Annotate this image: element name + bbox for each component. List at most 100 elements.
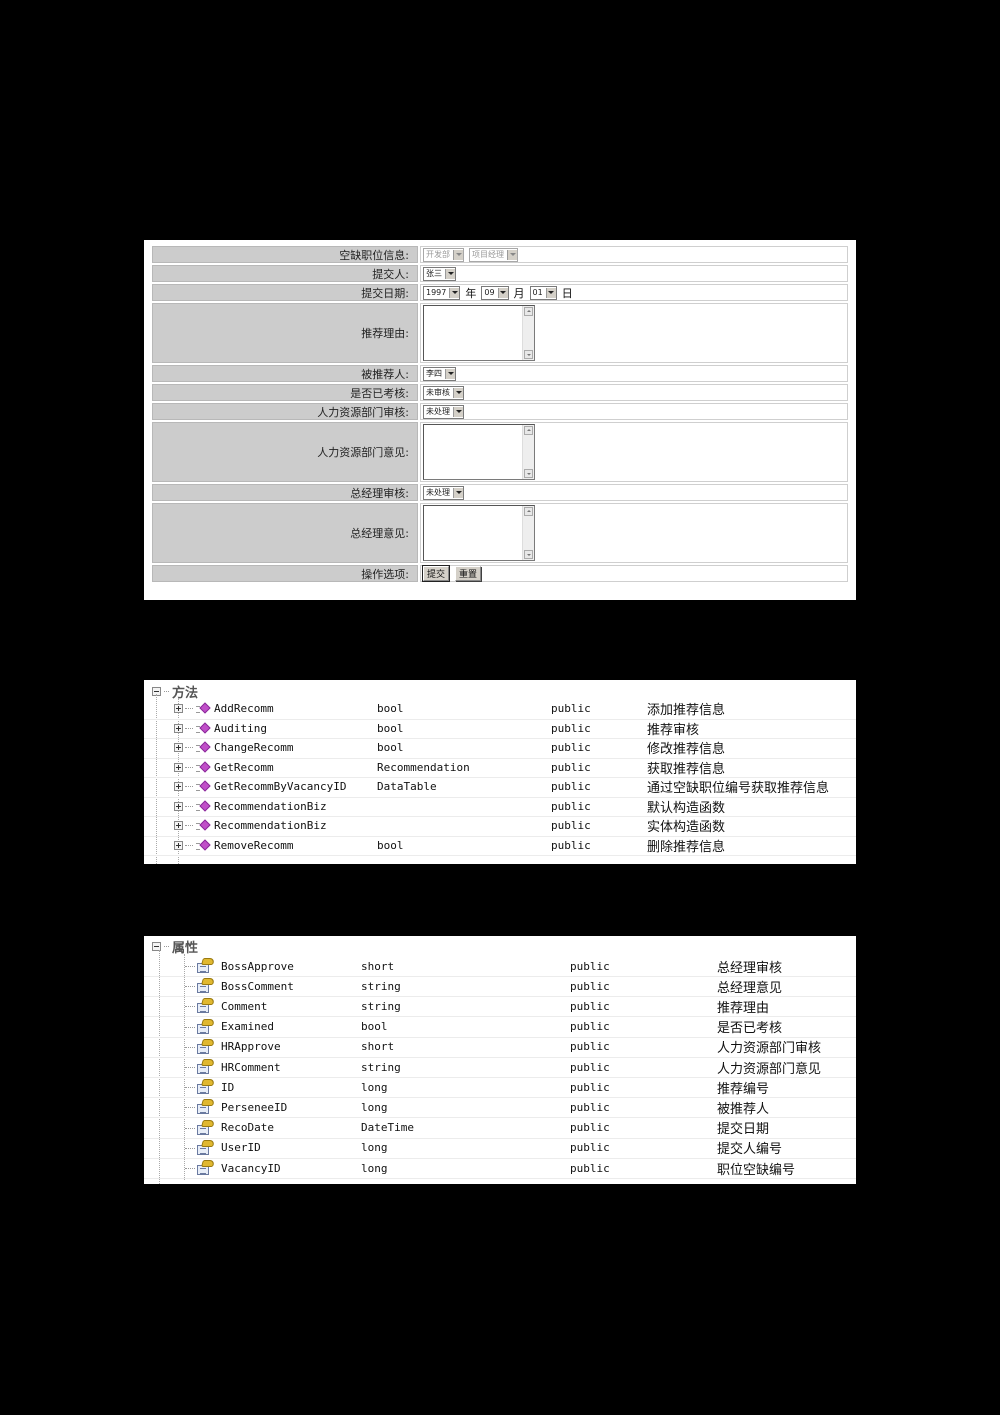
property-access: public (570, 1141, 610, 1155)
expand-icon[interactable] (174, 821, 183, 830)
property-description: 被推荐人 (717, 1101, 770, 1117)
method-row[interactable]: AddRecomm bool public 添加推荐信息 (144, 699, 856, 720)
property-row[interactable]: Examined bool public 是否已考核 (144, 1017, 856, 1038)
position-select[interactable]: 项目经理 (469, 247, 518, 262)
reason-textarea[interactable] (423, 305, 535, 361)
method-description: 修改推荐信息 (647, 742, 726, 758)
form-row-nominee: 被推荐人: 李四 (152, 365, 848, 382)
method-row[interactable]: GetRecomm Recommendation public 获取推荐信息 (144, 758, 856, 778)
day-unit: 日 (561, 286, 573, 300)
property-description: 推荐理由 (717, 1000, 770, 1016)
hr-approve-select[interactable]: 未处理 (423, 404, 464, 419)
expand-icon[interactable] (174, 704, 183, 713)
examined-select[interactable]: 未审核 (423, 385, 464, 400)
scroll-down-icon[interactable] (524, 469, 533, 478)
tree-line (156, 694, 157, 864)
scroll-up-icon[interactable] (524, 307, 533, 316)
expand-icon[interactable] (174, 840, 183, 850)
expand-icon[interactable] (174, 782, 183, 791)
method-row[interactable]: ChangeRecomm bool public 修改推荐信息 (144, 738, 856, 759)
method-description: 默认构造函数 (647, 800, 726, 816)
tree-connector (185, 986, 195, 988)
scroll-up-icon[interactable] (524, 426, 533, 435)
method-name: RecommendationBiz (214, 799, 327, 813)
submitter-select[interactable]: 张三 (423, 266, 456, 281)
property-row[interactable]: BossComment string public 总经理意见 (144, 976, 856, 998)
field-value (420, 422, 848, 482)
boss-comment-textarea[interactable] (423, 505, 535, 561)
property-type: DateTime (361, 1121, 414, 1135)
form-row-boss-comment: 总经理意见: (152, 503, 848, 563)
day-select[interactable]: 01 (529, 285, 557, 300)
property-row[interactable]: HRComment string public 人力资源部门意见 (144, 1057, 856, 1078)
scrollbar[interactable] (522, 506, 534, 560)
expand-icon[interactable] (174, 723, 183, 733)
method-row[interactable]: RecommendationBiz public 实体构造函数 (144, 816, 856, 837)
method-icon (196, 721, 211, 734)
month-select[interactable]: 09 (481, 285, 509, 300)
property-row[interactable]: UserID long public 提交人编号 (144, 1138, 856, 1159)
property-row[interactable]: VacancyID long public 职位空缺编号 (144, 1158, 856, 1179)
properties-header[interactable]: 属性 (152, 937, 198, 956)
department-select[interactable]: 开发部 (423, 247, 464, 262)
field-value: 李四 (420, 365, 848, 382)
expand-icon[interactable] (174, 743, 183, 752)
tree-connector (185, 1147, 195, 1149)
method-row[interactable]: RemoveRecomm bool public 删除推荐信息 (144, 836, 856, 856)
method-access: public (551, 799, 591, 813)
tree-connector (185, 1087, 195, 1089)
field-label: 是否已考核: (152, 384, 418, 401)
form-row-actions: 操作选项: 提交 重置 (152, 565, 848, 582)
property-row[interactable]: HRApprove short public 人力资源部门审核 (144, 1037, 856, 1058)
section-title: 属性 (172, 941, 199, 956)
property-row[interactable]: RecoDate DateTime public 提交日期 (144, 1118, 856, 1139)
field-label: 人力资源部门意见: (152, 422, 418, 482)
method-row[interactable]: RecommendationBiz public 默认构造函数 (144, 797, 856, 817)
method-row[interactable]: GetRecommByVacancyID DataTable public 通过空缺职… (144, 777, 856, 798)
method-name: GetRecommByVacancyID (214, 780, 347, 794)
method-name: Auditing (214, 721, 267, 735)
nominee-select[interactable]: 李四 (423, 366, 456, 381)
property-row[interactable]: BossApprove short public 总经理审核 (144, 956, 856, 977)
scroll-down-icon[interactable] (524, 350, 533, 359)
form-row-hr-comment: 人力资源部门意见: (152, 422, 848, 482)
expand-icon[interactable] (174, 762, 183, 772)
section-title: 方法 (172, 686, 199, 701)
property-description: 总经理意见 (717, 980, 783, 996)
submit-button[interactable]: 提交 (421, 565, 451, 582)
form-row-vacancy: 空缺职位信息: 开发部 项目经理 (152, 246, 848, 263)
year-select[interactable]: 1997 (423, 285, 461, 300)
tree-connector (185, 825, 193, 826)
property-access: public (570, 1080, 610, 1094)
field-value: 未处理 (420, 484, 848, 501)
chevron-down-icon (497, 287, 508, 298)
method-description: 推荐审核 (647, 722, 700, 738)
chevron-down-icon (453, 387, 463, 398)
property-row[interactable]: Comment string public 推荐理由 (144, 996, 856, 1018)
hr-comment-textarea[interactable] (423, 424, 535, 480)
field-label: 推荐理由: (152, 303, 418, 363)
expand-icon[interactable] (174, 801, 183, 811)
method-access: public (551, 702, 591, 716)
tree-connector (185, 786, 193, 787)
field-value (420, 303, 848, 363)
collapse-icon[interactable] (152, 942, 161, 951)
property-type: string (361, 999, 401, 1013)
method-name: ChangeRecomm (214, 741, 294, 755)
boss-approve-select[interactable]: 未处理 (423, 485, 464, 500)
field-label: 空缺职位信息: (152, 246, 418, 263)
scroll-down-icon[interactable] (524, 550, 533, 559)
scrollbar[interactable] (522, 306, 534, 360)
method-return-type: bool (377, 702, 404, 716)
reset-button[interactable]: 重置 (455, 566, 482, 581)
chevron-down-icon (445, 268, 455, 279)
tree-line (159, 950, 160, 1184)
property-row[interactable]: PerseneeID long public 被推荐人 (144, 1097, 856, 1119)
scroll-up-icon[interactable] (524, 507, 533, 516)
method-row[interactable]: Auditing bool public 推荐审核 (144, 719, 856, 739)
property-name: VacancyID (221, 1161, 281, 1175)
method-description: 添加推荐信息 (647, 703, 726, 719)
property-row[interactable]: ID long public 推荐编号 (144, 1077, 856, 1099)
select-value: 01 (532, 288, 543, 297)
scrollbar[interactable] (522, 425, 534, 479)
